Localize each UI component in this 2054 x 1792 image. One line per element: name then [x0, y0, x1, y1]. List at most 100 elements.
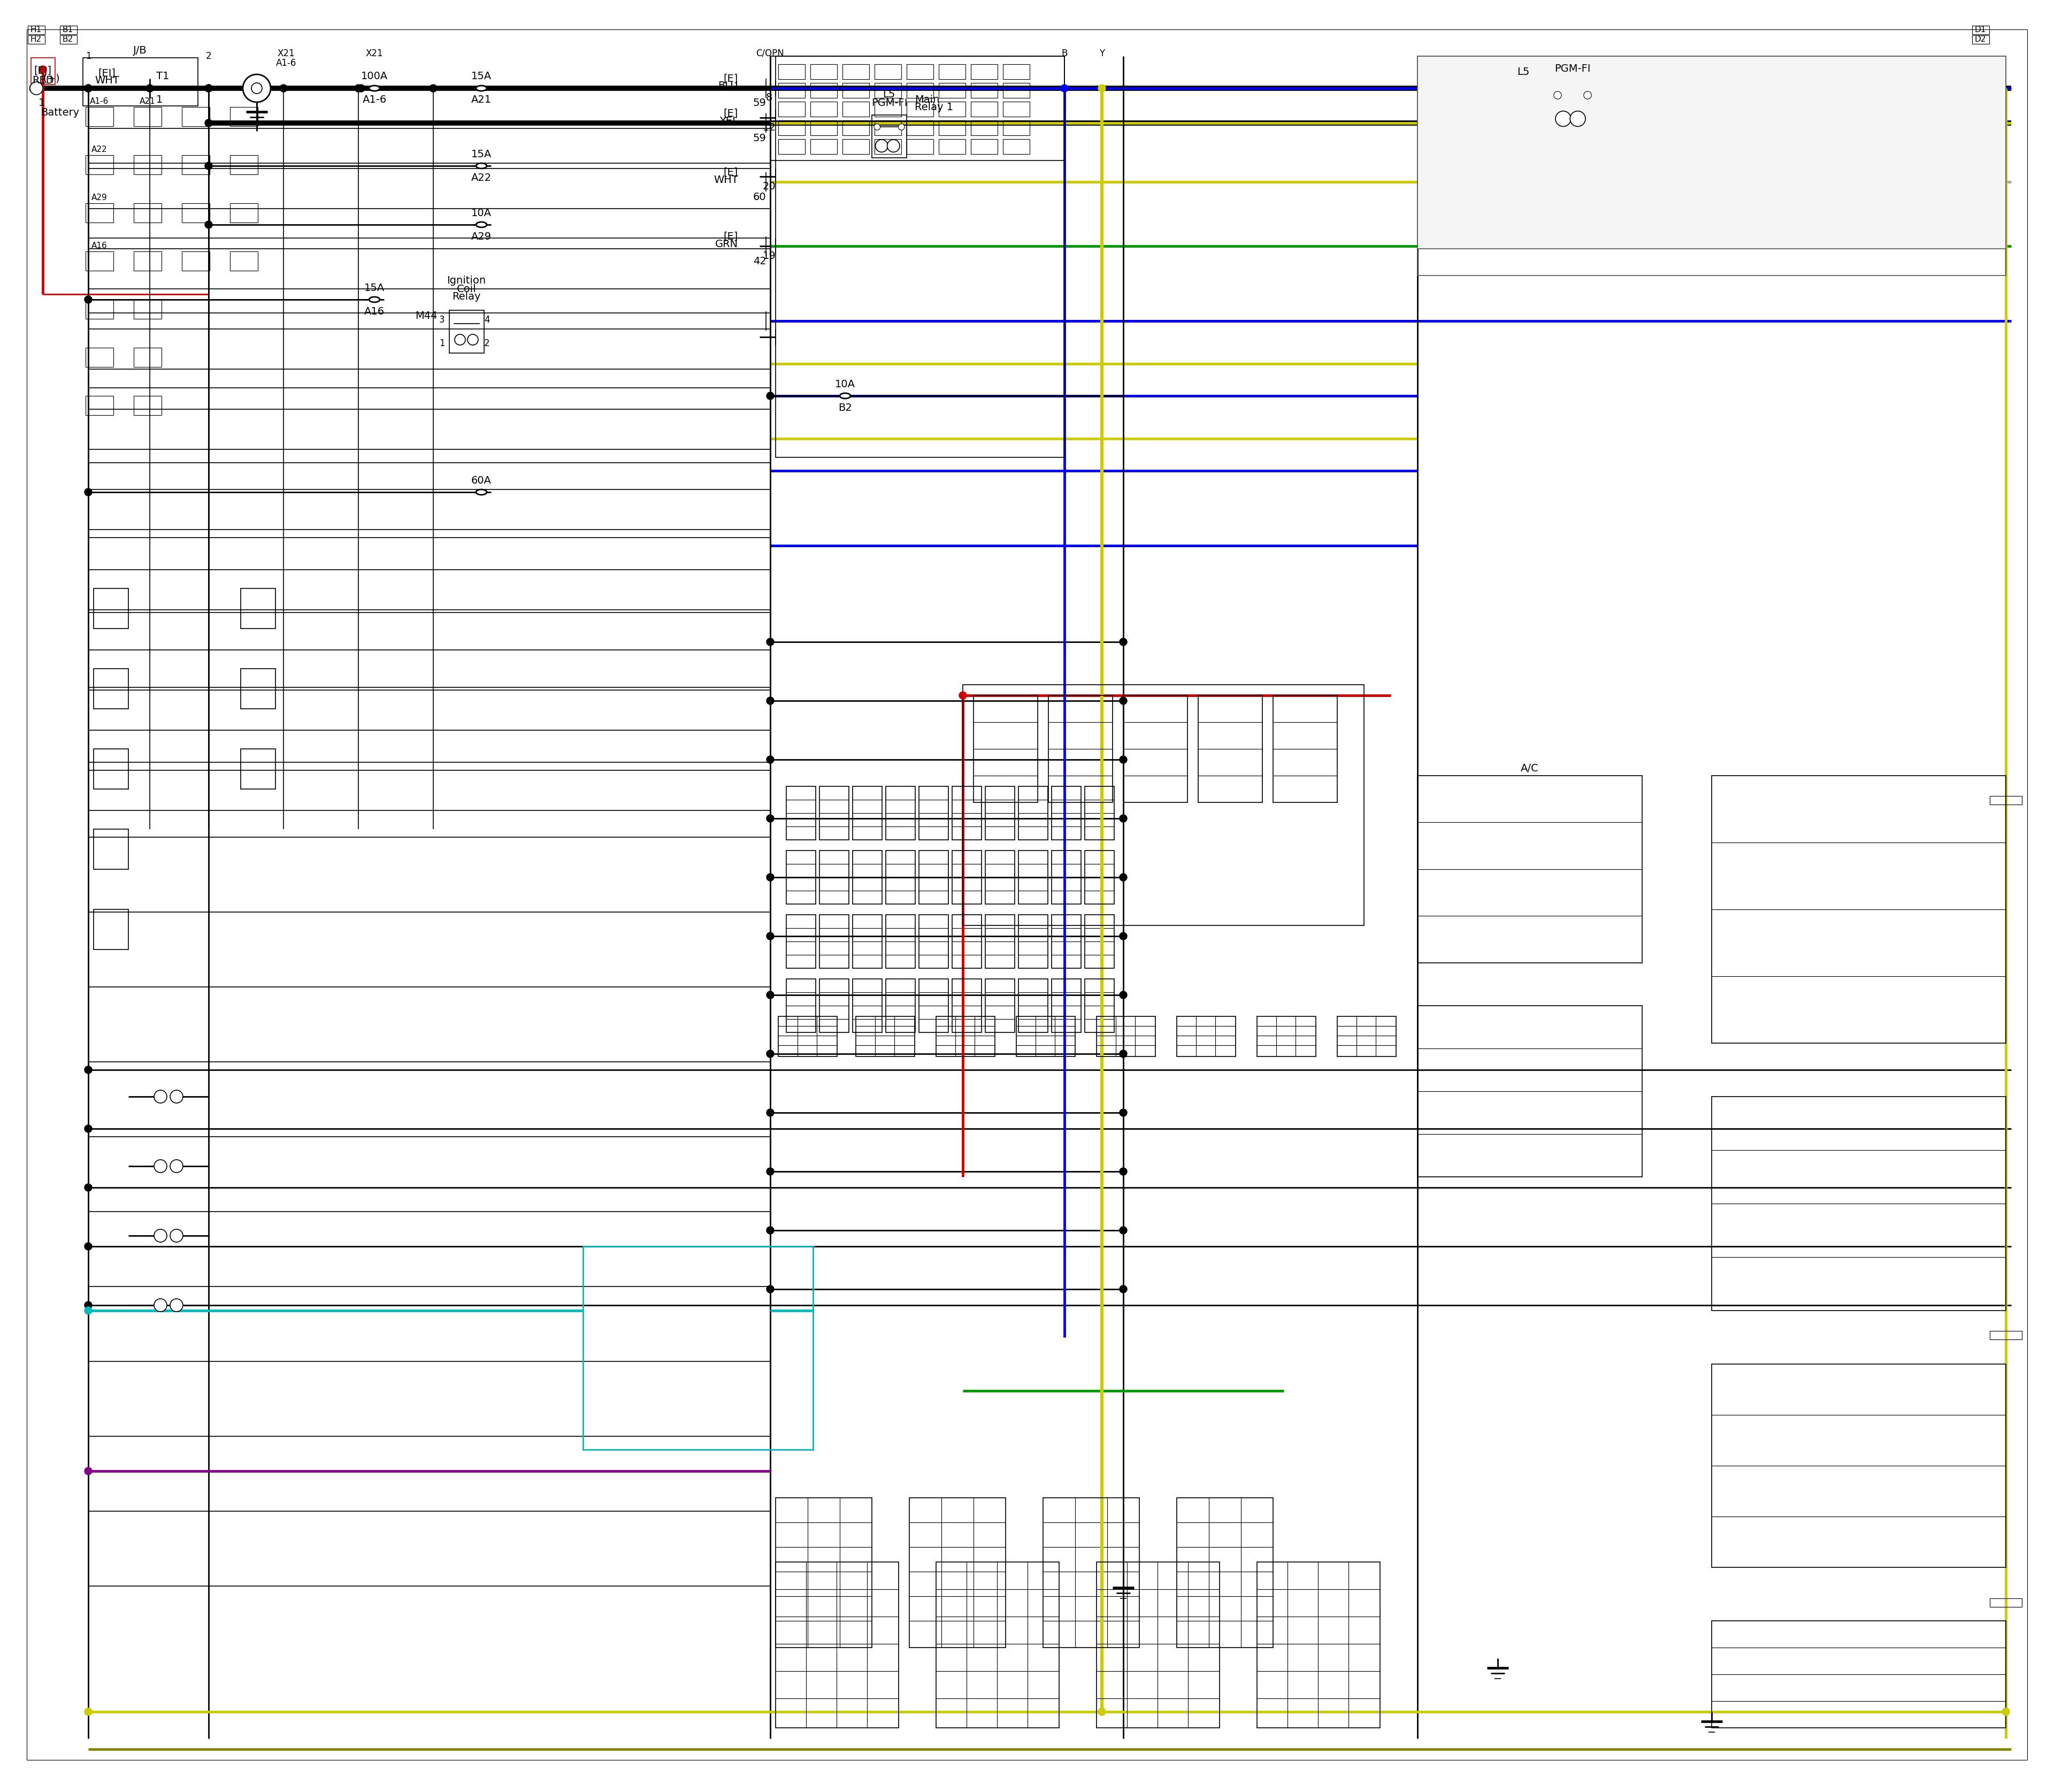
Text: 100A: 100A — [362, 72, 388, 82]
Text: A21: A21 — [470, 95, 491, 106]
Bar — [240, 749, 275, 788]
Text: Relay 1: Relay 1 — [914, 102, 953, 113]
Bar — [885, 978, 916, 1032]
Circle shape — [898, 124, 904, 131]
Bar — [778, 82, 805, 99]
Circle shape — [84, 1242, 92, 1251]
Bar — [811, 120, 838, 136]
Bar — [1002, 102, 1029, 116]
Text: 42: 42 — [754, 256, 766, 267]
Bar — [852, 787, 881, 840]
Text: 19: 19 — [762, 251, 776, 262]
Text: D2: D2 — [1974, 36, 1986, 43]
Text: J/B: J/B — [134, 47, 148, 56]
Ellipse shape — [370, 86, 380, 91]
Text: A22: A22 — [470, 172, 491, 183]
Bar — [939, 140, 965, 154]
Bar — [230, 202, 259, 222]
Text: YEL: YEL — [719, 116, 737, 125]
Text: 60A: 60A — [470, 475, 491, 486]
Bar — [939, 65, 965, 79]
Circle shape — [468, 335, 479, 346]
Circle shape — [766, 1168, 774, 1176]
Circle shape — [1584, 91, 1592, 99]
Circle shape — [1553, 91, 1561, 99]
Bar — [842, 120, 869, 136]
Bar — [1097, 1016, 1154, 1057]
Bar — [811, 82, 838, 99]
Circle shape — [154, 1299, 166, 1312]
Bar — [1337, 1016, 1397, 1057]
Bar — [1417, 56, 2007, 249]
Bar — [1002, 82, 1029, 99]
Circle shape — [766, 697, 774, 704]
Text: A16: A16 — [364, 306, 384, 317]
Bar — [1711, 776, 2007, 1043]
Bar — [1273, 695, 1337, 803]
Circle shape — [84, 489, 92, 496]
Circle shape — [766, 638, 774, 645]
Text: A29: A29 — [470, 231, 491, 242]
Text: 15A: 15A — [470, 72, 491, 82]
Bar — [1052, 787, 1080, 840]
Text: C/OPN: C/OPN — [756, 48, 785, 59]
Bar — [134, 108, 162, 125]
Text: L5: L5 — [1518, 66, 1530, 77]
Circle shape — [429, 84, 438, 91]
Bar — [875, 65, 902, 79]
Bar — [94, 830, 127, 869]
Text: BLU: BLU — [719, 81, 737, 91]
Circle shape — [766, 991, 774, 998]
Text: B1: B1 — [62, 25, 74, 34]
Bar — [1052, 978, 1080, 1032]
Circle shape — [154, 1090, 166, 1104]
Bar — [1052, 851, 1080, 903]
Circle shape — [84, 1306, 92, 1314]
Circle shape — [1119, 991, 1128, 998]
Bar — [1085, 787, 1113, 840]
Bar — [1177, 1498, 1273, 1647]
Bar — [885, 914, 916, 968]
Bar — [1990, 1331, 2021, 1339]
Text: 10A: 10A — [470, 208, 491, 219]
Text: A1-6: A1-6 — [90, 97, 109, 106]
Bar — [953, 787, 982, 840]
Text: Relay: Relay — [452, 292, 481, 303]
Bar — [972, 65, 998, 79]
Bar — [94, 909, 127, 950]
Text: A16: A16 — [92, 242, 107, 251]
Circle shape — [1555, 111, 1571, 127]
Bar — [906, 120, 933, 136]
Bar — [910, 1498, 1006, 1647]
Bar — [86, 251, 113, 271]
Text: T1: T1 — [156, 72, 168, 82]
Text: M44: M44 — [415, 310, 438, 321]
Circle shape — [170, 1229, 183, 1242]
Text: X21: X21 — [366, 48, 384, 59]
Ellipse shape — [477, 86, 487, 91]
Text: A/C: A/C — [1520, 763, 1538, 772]
Circle shape — [1119, 932, 1128, 939]
Bar — [1972, 36, 1988, 43]
Text: Main: Main — [914, 95, 939, 106]
Bar — [787, 851, 815, 903]
Bar — [906, 102, 933, 116]
Text: 8: 8 — [766, 93, 772, 102]
Bar — [1097, 1563, 1220, 1727]
Bar — [1019, 914, 1048, 968]
Text: Ignition: Ignition — [448, 276, 487, 287]
Bar — [778, 1016, 838, 1057]
Bar — [60, 25, 78, 34]
Text: Coil: Coil — [456, 283, 477, 294]
Circle shape — [1119, 1285, 1128, 1292]
Bar — [1019, 978, 1048, 1032]
Text: Y: Y — [1099, 48, 1105, 59]
Text: A1-6: A1-6 — [275, 59, 296, 68]
Bar — [29, 36, 45, 43]
Bar — [875, 140, 902, 154]
Circle shape — [279, 84, 288, 91]
Circle shape — [170, 1159, 183, 1172]
Circle shape — [205, 84, 212, 91]
Bar — [918, 787, 949, 840]
Bar — [86, 348, 113, 367]
